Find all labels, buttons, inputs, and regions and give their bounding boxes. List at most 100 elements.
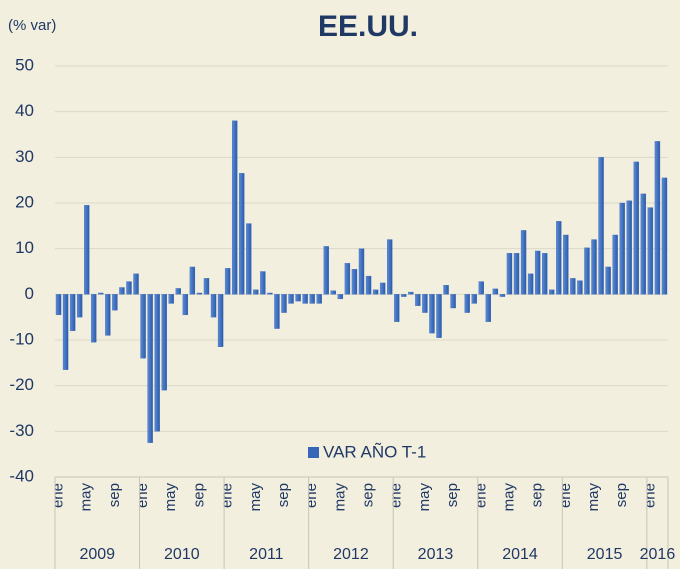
y-tick-label: -30 <box>9 421 34 440</box>
x-tick-label: may <box>78 483 95 512</box>
bar <box>330 290 337 295</box>
y-tick-label: -10 <box>9 329 34 348</box>
bar <box>542 253 548 295</box>
bar <box>527 273 534 295</box>
bar <box>415 294 421 306</box>
y-tick-label: 10 <box>15 238 34 257</box>
x-tick-label: ene <box>388 483 405 508</box>
bar <box>351 269 358 295</box>
bar <box>119 287 125 295</box>
y-tick-label: 40 <box>15 101 34 120</box>
bar <box>112 294 118 311</box>
bar <box>619 202 625 295</box>
bar <box>316 294 322 304</box>
legend-swatch <box>308 447 319 458</box>
bar <box>358 248 365 295</box>
bar <box>563 234 569 295</box>
bar <box>443 285 449 295</box>
bar <box>549 289 555 295</box>
bar <box>605 266 611 295</box>
bar <box>344 263 351 295</box>
bar <box>570 278 576 295</box>
y-tick-label: -20 <box>9 375 34 394</box>
x-tick-label: sep <box>106 483 123 507</box>
bar <box>253 289 259 295</box>
bar <box>394 294 400 322</box>
bar <box>105 294 111 336</box>
bar <box>295 294 301 302</box>
x-tick-label: may <box>416 483 433 512</box>
bar <box>133 273 139 295</box>
year-label: 2013 <box>418 546 454 563</box>
bar <box>485 294 492 322</box>
bar <box>506 253 513 295</box>
x-tick-label: sep <box>360 483 377 507</box>
bar <box>210 294 217 318</box>
bar <box>492 288 499 295</box>
bar <box>647 207 654 295</box>
bar <box>556 221 562 295</box>
y-tick-label: 30 <box>15 147 34 166</box>
bar <box>309 294 315 304</box>
bar <box>196 292 203 295</box>
year-label: 2010 <box>164 546 200 563</box>
y-tick-label: 20 <box>15 192 34 211</box>
bar <box>189 266 196 295</box>
bar <box>91 294 97 343</box>
bar <box>62 294 69 370</box>
bar <box>584 247 590 295</box>
bar <box>401 294 407 297</box>
bar <box>661 177 668 295</box>
x-tick-label: ene <box>472 483 489 508</box>
bar <box>478 281 484 295</box>
bar <box>175 288 181 295</box>
bar <box>76 294 83 318</box>
bar <box>654 141 661 295</box>
year-label: 2012 <box>333 546 369 563</box>
bar <box>429 294 435 334</box>
bar <box>267 292 273 295</box>
bar <box>84 205 90 295</box>
bar <box>379 282 386 295</box>
bar <box>217 294 224 348</box>
bar <box>231 120 238 295</box>
year-label: 2015 <box>587 546 623 563</box>
x-tick-label: sep <box>275 483 292 507</box>
bar <box>534 250 541 295</box>
bar <box>577 280 583 295</box>
bar <box>203 278 210 295</box>
legend-label: VAR AÑO T-1 <box>323 442 426 461</box>
x-tick-label: ene <box>219 483 236 508</box>
x-tick-label: sep <box>613 483 630 507</box>
x-tick-label: sep <box>444 483 461 507</box>
bar <box>499 294 506 297</box>
x-tick-label: sep <box>190 483 207 507</box>
bar <box>323 246 329 295</box>
bar <box>168 294 174 304</box>
x-tick-label: ene <box>303 483 320 508</box>
bar <box>281 294 287 313</box>
x-tick-label: sep <box>529 483 546 507</box>
y-tick-label: -40 <box>9 466 34 485</box>
year-label: 2011 <box>249 546 284 563</box>
bar <box>260 271 266 295</box>
bar <box>464 294 470 313</box>
bar <box>422 294 428 313</box>
bar <box>633 161 639 295</box>
bar <box>274 294 280 329</box>
y-axis-label: (% var) <box>8 17 56 34</box>
bar <box>386 239 393 295</box>
bar <box>224 268 231 295</box>
bar <box>626 200 632 295</box>
bar <box>239 173 245 295</box>
x-tick-label: ene <box>49 483 66 508</box>
x-tick-label: ene <box>134 483 151 508</box>
bar <box>408 291 414 295</box>
x-tick-label: may <box>247 483 264 512</box>
bar <box>55 294 62 316</box>
bar <box>372 289 379 295</box>
bar <box>288 294 294 304</box>
chart-title: EE.UU. <box>318 10 418 43</box>
x-tick-label: may <box>331 483 348 512</box>
